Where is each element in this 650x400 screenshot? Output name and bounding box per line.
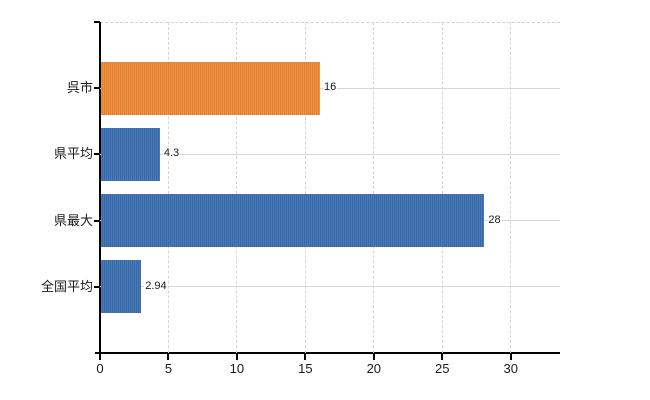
- bar-value-label: 16: [323, 81, 338, 95]
- y-axis-tick: [94, 87, 100, 90]
- bar-value-label: 2.94: [144, 279, 168, 293]
- h-gridline: [100, 286, 560, 288]
- h-gridline: [100, 153, 560, 155]
- category-tick-label: 県平均: [53, 146, 93, 162]
- x-tick-label: 30: [503, 361, 518, 376]
- x-axis-tick: [99, 354, 101, 360]
- v-gridline: [373, 22, 375, 353]
- category-tick-label: 県最大: [53, 212, 93, 228]
- plot-top-border: [100, 22, 560, 23]
- chart-bar: [101, 260, 142, 314]
- x-tick-label: 20: [366, 361, 382, 376]
- x-tick-label: 10: [229, 361, 245, 376]
- v-gridline: [304, 22, 306, 353]
- v-gridline: [441, 22, 443, 353]
- y-axis-tick: [94, 285, 100, 288]
- v-gridline: [510, 22, 512, 353]
- x-axis-tick: [441, 354, 444, 360]
- x-tick-label: 15: [298, 361, 313, 376]
- v-gridline: [236, 22, 238, 353]
- v-gridline: [167, 22, 169, 353]
- x-axis-tick: [372, 354, 375, 360]
- x-tick-label: 25: [435, 361, 450, 376]
- bar-value-label: 28: [487, 213, 502, 227]
- chart-bar: [101, 194, 485, 248]
- y-axis-tick: [94, 219, 100, 222]
- x-axis-tick: [235, 354, 238, 360]
- category-tick-label: 呉市: [66, 80, 93, 96]
- x-axis-tick: [167, 354, 170, 360]
- x-axis-tick: [304, 354, 307, 360]
- y-axis-line: [99, 22, 101, 353]
- x-tick-label: 0: [96, 361, 104, 376]
- bar-value-label: 4.3: [162, 147, 181, 161]
- y-axis-tick: [94, 153, 100, 156]
- category-tick-label: 全国平均: [40, 278, 93, 294]
- x-tick-label: 5: [164, 361, 173, 376]
- x-axis-tick: [509, 354, 512, 360]
- x-axis-line: [95, 352, 560, 354]
- y-axis-tick: [94, 21, 100, 23]
- chart-bar: [101, 127, 160, 181]
- chart-bar: [101, 61, 321, 115]
